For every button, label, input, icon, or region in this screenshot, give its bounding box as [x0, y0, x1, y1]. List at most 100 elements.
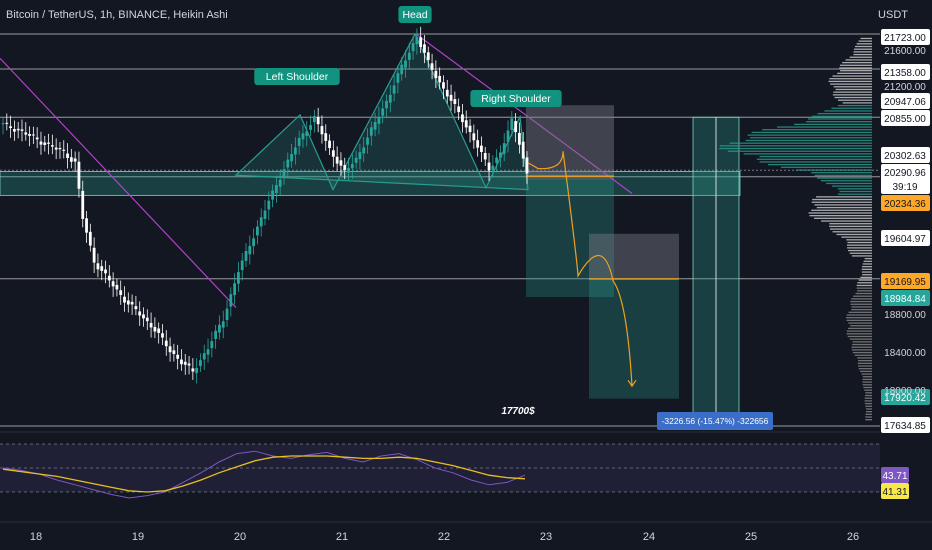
volume-bar [759, 155, 872, 158]
price-tag: 20855.00 [884, 114, 926, 125]
volume-bar [850, 300, 872, 303]
volume-bar [858, 279, 872, 281]
projection-arrow [627, 379, 637, 388]
candle [142, 314, 145, 319]
candle [5, 122, 9, 124]
price-tag: 17920.42 [884, 393, 926, 404]
candle [442, 82, 445, 89]
candle [388, 94, 392, 103]
volume-bar [781, 166, 872, 168]
candle [525, 157, 529, 174]
price-tag: 19169.95 [884, 277, 926, 288]
price-tag-bg [881, 273, 930, 289]
volume-bar [808, 118, 872, 120]
volume-bar [861, 271, 872, 273]
volume-bar [864, 397, 872, 399]
risk-box-2 [589, 233, 679, 279]
volume-bar [850, 325, 872, 327]
candle [28, 134, 31, 136]
candle [248, 245, 252, 255]
volume-bar [852, 341, 872, 343]
volume-bar [860, 370, 872, 373]
price-pane [0, 26, 880, 427]
candle [58, 148, 62, 150]
candle [445, 89, 449, 97]
candle [20, 129, 24, 131]
candle [35, 137, 39, 140]
volume-bar [853, 51, 872, 53]
candle [331, 150, 335, 157]
candle [210, 341, 214, 349]
candle [472, 133, 476, 141]
candle [423, 44, 426, 53]
volume-bar [836, 233, 872, 236]
volume-bar [860, 37, 872, 40]
price-tag: 20290.96 [884, 168, 926, 179]
volume-bar [862, 381, 872, 383]
volume-bar [848, 311, 872, 313]
candle [104, 269, 107, 274]
candle [47, 142, 50, 144]
candle [164, 340, 168, 347]
volume-bar [719, 147, 872, 150]
candle [411, 43, 415, 52]
volume-bar [863, 386, 872, 389]
candle [312, 115, 316, 123]
time-label: 25 [745, 531, 757, 543]
volume-bar [865, 410, 872, 413]
price-tick: 18800.00 [884, 310, 926, 321]
volume-bar [837, 99, 872, 101]
candle [415, 37, 419, 45]
candle [73, 158, 77, 162]
rsi-line [2, 450, 526, 499]
price-tag-bg [881, 290, 930, 306]
volume-bar [855, 292, 872, 295]
candle [293, 147, 297, 155]
candle [172, 350, 176, 354]
volume-bar [856, 43, 872, 45]
volume-bar [793, 123, 872, 126]
downtrend-line [0, 57, 237, 308]
volume-bar [858, 368, 872, 370]
volume-bar [847, 335, 872, 338]
price-tag: 20302.63 [884, 151, 926, 162]
candle [377, 117, 381, 124]
volume-bar [747, 134, 872, 136]
volume-bar [864, 400, 872, 402]
candle [358, 152, 362, 160]
candle [335, 156, 339, 164]
volume-bar [866, 408, 872, 410]
candle [282, 169, 286, 178]
volume-bar [820, 180, 872, 182]
volume-bar [856, 284, 872, 287]
candle [123, 296, 126, 303]
price-tag-bg [881, 178, 930, 194]
price-tag-bg [881, 417, 930, 433]
candle [464, 120, 468, 128]
volume-bar [751, 131, 872, 134]
price-tag: 18984.84 [884, 294, 926, 305]
candle [495, 157, 499, 163]
candle [343, 165, 347, 170]
candle [145, 317, 149, 322]
volume-bar [861, 266, 872, 268]
price-tag-bg [881, 164, 930, 180]
rsi-tag: 43.71 [882, 471, 907, 482]
candle [487, 162, 491, 171]
volume-bar [865, 392, 872, 394]
volume-bar [863, 260, 872, 262]
volume-bar [838, 104, 872, 107]
risk-box-1 [526, 105, 614, 181]
candle [130, 301, 134, 305]
head-label-bg [398, 6, 432, 23]
volume-bar [851, 298, 872, 300]
candle [362, 147, 366, 154]
volume-bar [847, 247, 872, 249]
volume-bar [835, 88, 872, 91]
volume-bar [829, 223, 872, 225]
rsi-ma-line [2, 455, 526, 493]
volume-bar [817, 177, 872, 179]
volume-bar [814, 217, 872, 219]
candle [476, 140, 480, 148]
